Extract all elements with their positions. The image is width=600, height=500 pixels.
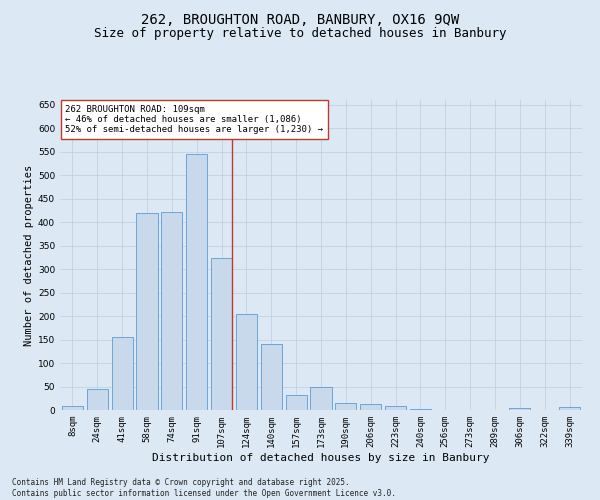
Bar: [410, 408, 431, 410]
Bar: [360, 404, 381, 410]
Bar: [112, 337, 133, 410]
X-axis label: Distribution of detached houses by size in Banbury: Distribution of detached houses by size …: [152, 452, 490, 462]
Bar: [186, 154, 207, 410]
Bar: [559, 407, 580, 410]
Bar: [87, 390, 108, 410]
Y-axis label: Number of detached properties: Number of detached properties: [24, 164, 34, 346]
Text: Contains HM Land Registry data © Crown copyright and database right 2025.
Contai: Contains HM Land Registry data © Crown c…: [12, 478, 396, 498]
Bar: [211, 258, 232, 410]
Text: Size of property relative to detached houses in Banbury: Size of property relative to detached ho…: [94, 28, 506, 40]
Bar: [310, 388, 332, 410]
Text: 262, BROUGHTON ROAD, BANBURY, OX16 9QW: 262, BROUGHTON ROAD, BANBURY, OX16 9QW: [141, 12, 459, 26]
Bar: [261, 344, 282, 410]
Bar: [161, 212, 182, 410]
Text: 262 BROUGHTON ROAD: 109sqm
← 46% of detached houses are smaller (1,086)
52% of s: 262 BROUGHTON ROAD: 109sqm ← 46% of deta…: [65, 104, 323, 134]
Bar: [509, 408, 530, 410]
Bar: [335, 404, 356, 410]
Bar: [62, 406, 83, 410]
Bar: [136, 212, 158, 410]
Bar: [286, 395, 307, 410]
Bar: [385, 406, 406, 410]
Bar: [236, 314, 257, 410]
